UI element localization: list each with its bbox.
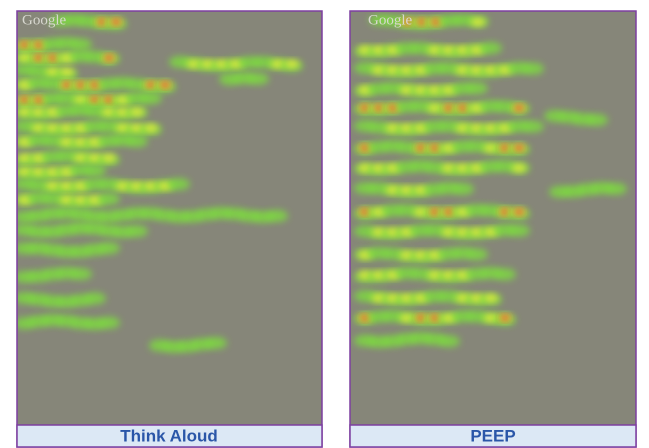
panel: Google PEEP xyxy=(350,11,636,447)
heat-spot xyxy=(168,178,190,190)
caption: Think Aloud xyxy=(120,426,218,445)
heat-spot xyxy=(514,105,524,111)
heat-spot xyxy=(111,19,121,25)
heat-spot xyxy=(102,154,116,162)
heat-spot xyxy=(586,114,608,126)
heat-spot xyxy=(266,210,288,222)
figure: Google Think Aloud Google PEEP xyxy=(0,0,649,448)
heat-spot xyxy=(144,124,158,132)
heat-spot xyxy=(452,183,474,195)
heat-spot xyxy=(247,73,269,85)
heat-spot xyxy=(126,135,148,147)
heat-spot xyxy=(285,60,299,68)
heat-spot xyxy=(494,268,516,280)
heat-spot xyxy=(522,121,544,133)
heat-spot xyxy=(484,294,498,302)
heat-spot xyxy=(140,92,162,104)
heat-spot xyxy=(130,108,144,116)
heat-spot xyxy=(500,315,510,321)
heat-spot xyxy=(98,317,120,329)
heat-spot xyxy=(508,225,530,237)
heat-spot xyxy=(438,335,460,347)
heat-spot xyxy=(98,242,120,254)
heat-spot xyxy=(480,42,502,54)
heat-spot xyxy=(98,193,120,205)
heat-spot xyxy=(60,68,74,76)
heat-spot xyxy=(512,164,526,172)
logo: Google xyxy=(22,12,67,28)
heat-spot xyxy=(471,18,485,26)
heat-spot xyxy=(514,209,524,215)
heat-spot xyxy=(605,183,627,195)
heat-spot xyxy=(84,165,106,177)
heat-spot xyxy=(84,292,106,304)
heat-spot xyxy=(160,82,170,88)
heat-spot xyxy=(205,337,227,349)
heat-spot xyxy=(70,38,92,50)
heat-spot xyxy=(514,145,524,151)
heat-spot xyxy=(104,55,114,61)
panel: Google Think Aloud xyxy=(14,11,322,447)
heat-spot xyxy=(466,82,488,94)
logo: Google xyxy=(368,12,413,28)
heat-spot xyxy=(70,268,92,280)
heat-spot xyxy=(522,63,544,75)
caption: PEEP xyxy=(470,426,515,445)
heat-spot xyxy=(126,225,148,237)
heat-spot xyxy=(466,248,488,260)
